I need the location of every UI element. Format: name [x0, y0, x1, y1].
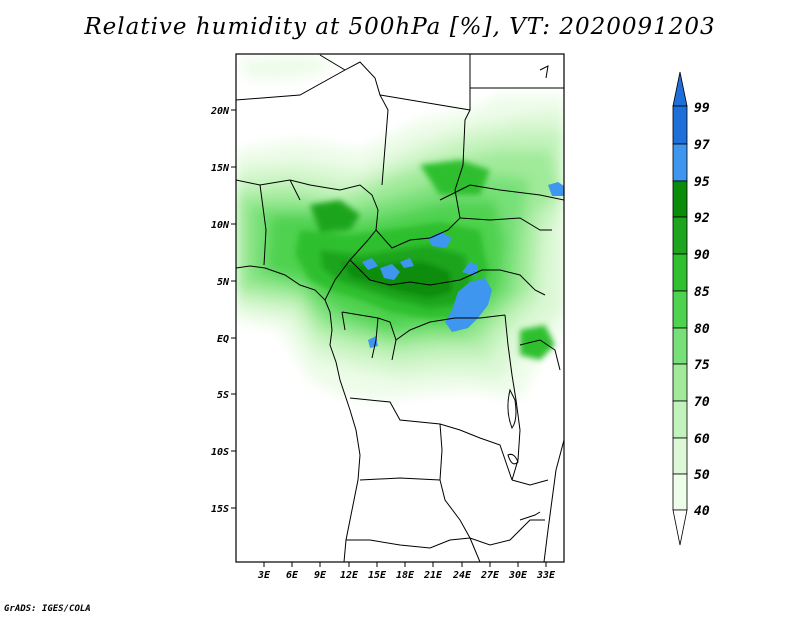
- colorbar-label: 85: [694, 285, 710, 300]
- colorbar-swatch: [672, 143, 688, 182]
- lat-label: 5S: [217, 390, 229, 401]
- grads-credit: GrADS: IGES/COLA: [4, 604, 91, 614]
- colorbar-swatch: [672, 437, 688, 475]
- longitude-axis: [263, 562, 547, 567]
- humidity-field: [236, 55, 564, 400]
- colorbar-swatch: [672, 216, 688, 255]
- colorbar-label: 92: [694, 211, 710, 226]
- chart-title: Relative humidity at 500hPa [%], VT: 202…: [84, 14, 716, 40]
- lon-label: 9E: [314, 570, 327, 581]
- lon-label: 24E: [452, 570, 472, 581]
- lat-label: 5N: [217, 277, 230, 288]
- lat-label: 20N: [210, 106, 230, 117]
- colorbar-swatch: [672, 105, 688, 145]
- map-frame: [235, 53, 565, 563]
- colorbar-swatch: [672, 400, 688, 439]
- colorbar-swatch: [672, 363, 688, 402]
- lat-label: 10S: [211, 447, 229, 458]
- lat-label: EQ: [217, 334, 229, 345]
- colorbar-top-arrow: [672, 71, 688, 107]
- colorbar-swatch: [672, 473, 688, 511]
- lat-label: 10N: [211, 220, 230, 231]
- colorbar-label: 90: [694, 248, 710, 263]
- colorbar-label: 80: [694, 322, 710, 337]
- colorbar-label: 95: [694, 175, 710, 190]
- lon-label: 30E: [508, 570, 528, 581]
- colorbar-label: 70: [694, 395, 710, 410]
- colorbar-swatch: [672, 253, 688, 292]
- lon-label: 15E: [368, 570, 387, 581]
- colorbar-swatch: [672, 290, 688, 329]
- country-borders: [236, 54, 564, 562]
- latitude-axis: [231, 109, 236, 509]
- lon-label: 21E: [423, 570, 443, 581]
- lon-label: 33E: [536, 570, 556, 581]
- colorbar-label: 50: [694, 468, 710, 483]
- lon-label: 18E: [396, 570, 415, 581]
- colorbar-label: 75: [694, 358, 710, 373]
- colorbar-label: 60: [694, 432, 710, 447]
- lon-label: 27E: [480, 570, 500, 581]
- colorbar-bottom-arrow: [672, 509, 688, 546]
- lat-label: 15N: [211, 163, 230, 174]
- colorbar-swatch: [672, 180, 688, 218]
- lon-label: 6E: [286, 570, 299, 581]
- lat-label: 15S: [211, 504, 229, 515]
- lon-label: 12E: [340, 570, 359, 581]
- colorbar-swatch: [672, 327, 688, 365]
- colorbar-label: 99: [694, 101, 710, 116]
- colorbar-label: 40: [694, 504, 710, 519]
- colorbar: [672, 71, 688, 546]
- colorbar-label: 97: [694, 138, 710, 153]
- lon-label: 3E: [257, 570, 271, 581]
